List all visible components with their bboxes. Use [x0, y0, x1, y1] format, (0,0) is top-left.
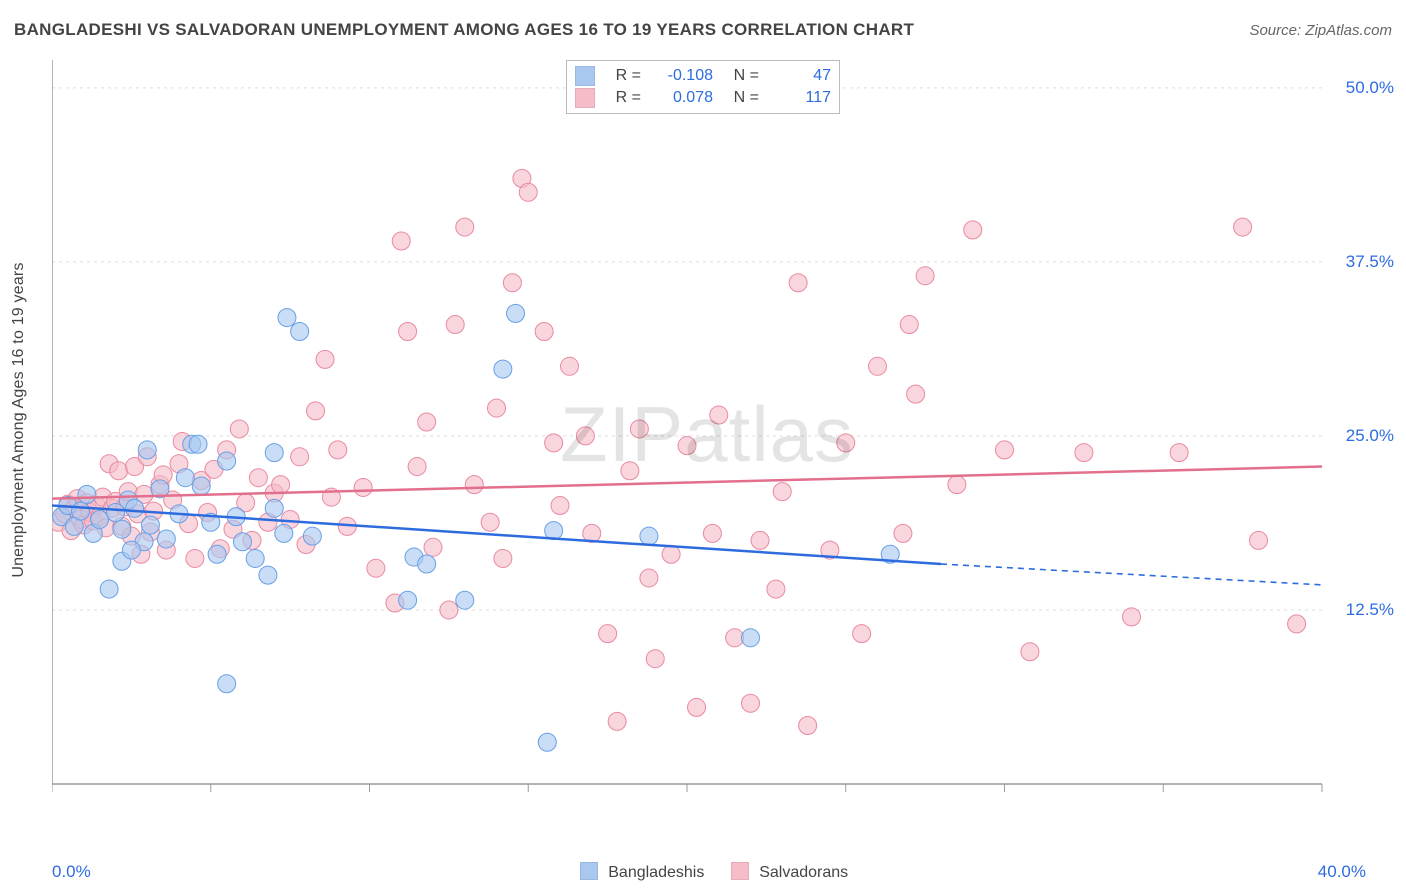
legend-swatch-salvadorans [731, 862, 749, 880]
legend-label-bangladeshis: Bangladeshis [608, 864, 704, 881]
stat-n-a: 47 [767, 67, 831, 85]
stat-r-a: -0.108 [649, 67, 713, 85]
chart-source: Source: ZipAtlas.com [1249, 22, 1392, 39]
legend-swatch-a [575, 66, 595, 86]
series-legend: Bangladeshis Salvadorans [0, 862, 1406, 882]
y-tick-label: 25.0% [1346, 426, 1394, 446]
chart-title: BANGLADESHI VS SALVADORAN UNEMPLOYMENT A… [14, 20, 914, 40]
legend-swatch-bangladeshis [580, 862, 598, 880]
stat-r-b: 0.078 [649, 89, 713, 107]
legend-label-salvadorans: Salvadorans [759, 864, 848, 881]
y-tick-label: 12.5% [1346, 600, 1394, 620]
stat-n-b: 117 [767, 89, 831, 107]
y-tick-label: 37.5% [1346, 252, 1394, 272]
y-tick-label: 50.0% [1346, 78, 1394, 98]
stats-legend: R =-0.108 N =47 R =0.078 N =117 [566, 60, 840, 114]
plot-area: ZIPatlas [52, 60, 1362, 818]
scatter-chart [52, 60, 1362, 818]
legend-swatch-b [575, 88, 595, 108]
